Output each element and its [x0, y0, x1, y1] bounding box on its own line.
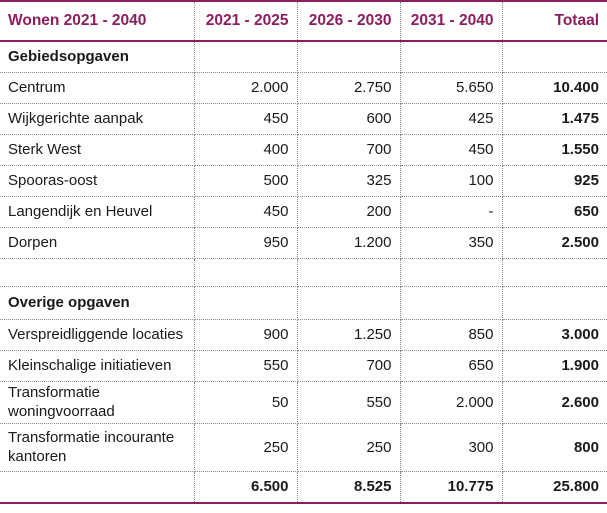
- row-label: Wijkgerichte aanpak: [0, 103, 195, 135]
- cell-total: 3.000: [502, 319, 607, 351]
- table-row: Verspreidliggende locaties 900 1.250 850…: [0, 319, 607, 351]
- cell-2031-2040: 5.650: [400, 72, 503, 104]
- cell-2021-2025: 250: [194, 423, 298, 472]
- cell-total: 925: [502, 165, 607, 197]
- cell-2031-2040: 850: [400, 319, 503, 351]
- row-label: Transformatie incourante kantoren: [0, 423, 195, 472]
- row-label: Centrum: [0, 72, 195, 104]
- cell-2031-2040: 300: [400, 423, 503, 472]
- cell-total: 800: [502, 423, 607, 472]
- row-label: Verspreidliggende locaties: [0, 319, 195, 351]
- row-label: Sterk West: [0, 134, 195, 166]
- cell-2021-2025: 900: [194, 319, 298, 351]
- table-row: Spooras-oost 500 325 100 925: [0, 165, 607, 197]
- cell-total: 1.900: [502, 350, 607, 382]
- table-row: Langendijk en Heuvel 450 200 - 650: [0, 196, 607, 228]
- section-title: Overige opgaven: [0, 286, 195, 320]
- total-2031-2040: 10.775: [400, 470, 503, 504]
- cell-2026-2030: 700: [297, 350, 401, 382]
- cell-2026-2030: 550: [297, 381, 401, 424]
- cell-total: 1.550: [502, 134, 607, 166]
- cell-2021-2025: 400: [194, 134, 298, 166]
- cell-2021-2025: 450: [194, 196, 298, 228]
- cell-2026-2030: 700: [297, 134, 401, 166]
- cell-2031-2040: 425: [400, 103, 503, 135]
- cell-total: 10.400: [502, 72, 607, 104]
- header-total: Totaal: [502, 0, 607, 42]
- totals-label: [0, 470, 195, 504]
- table-row: Wijkgerichte aanpak 450 600 425 1.475: [0, 103, 607, 135]
- cell-total: 2.500: [502, 227, 607, 259]
- row-label: Spooras-oost: [0, 165, 195, 197]
- table-row: Kleinschalige initiatieven 550 700 650 1…: [0, 350, 607, 382]
- cell-2021-2025: 550: [194, 350, 298, 382]
- cell-2021-2025: 50: [194, 381, 298, 424]
- spacer-row: [0, 258, 607, 287]
- row-label: Transformatie woningvoorraad: [0, 381, 195, 424]
- cell-2026-2030: 1.250: [297, 319, 401, 351]
- total-2026-2030: 8.525: [297, 470, 401, 504]
- section-row: Gebiedsopgaven: [0, 41, 607, 73]
- table-row: Centrum 2.000 2.750 5.650 10.400: [0, 72, 607, 104]
- cell-2026-2030: 325: [297, 165, 401, 197]
- table-row: Dorpen 950 1.200 350 2.500: [0, 227, 607, 259]
- row-label: Dorpen: [0, 227, 195, 259]
- cell-2026-2030: 600: [297, 103, 401, 135]
- total-2021-2025: 6.500: [194, 470, 298, 504]
- cell-2031-2040: 650: [400, 350, 503, 382]
- cell-total: 2.600: [502, 381, 607, 424]
- cell-2021-2025: 2.000: [194, 72, 298, 104]
- header-category: Wonen 2021 - 2040: [0, 0, 195, 42]
- header-period-2026-2030: 2026 - 2030: [297, 0, 401, 42]
- cell-total: 1.475: [502, 103, 607, 135]
- totals-row: 6.500 8.525 10.775 25.800: [0, 470, 607, 504]
- header-period-2021-2025: 2021 - 2025: [194, 0, 298, 42]
- table-row: Sterk West 400 700 450 1.550: [0, 134, 607, 166]
- cell-2031-2040: 450: [400, 134, 503, 166]
- cell-2031-2040: 2.000: [400, 381, 503, 424]
- cell-2021-2025: 950: [194, 227, 298, 259]
- header-period-2031-2040: 2031 - 2040: [400, 0, 503, 42]
- cell-2031-2040: -: [400, 196, 503, 228]
- cell-2031-2040: 350: [400, 227, 503, 259]
- section-title: Gebiedsopgaven: [0, 41, 195, 73]
- cell-2026-2030: 1.200: [297, 227, 401, 259]
- cell-2026-2030: 250: [297, 423, 401, 472]
- table-row: Transformatie woningvoorraad 50 550 2.00…: [0, 381, 607, 424]
- row-label: Langendijk en Heuvel: [0, 196, 195, 228]
- cell-2026-2030: 2.750: [297, 72, 401, 104]
- cell-total: 650: [502, 196, 607, 228]
- cell-2026-2030: 200: [297, 196, 401, 228]
- cell-2021-2025: 450: [194, 103, 298, 135]
- grand-total: 25.800: [502, 470, 607, 504]
- cell-2031-2040: 100: [400, 165, 503, 197]
- header-row: Wonen 2021 - 2040 2021 - 2025 2026 - 203…: [0, 0, 607, 42]
- table-row: Transformatie incourante kantoren 250 25…: [0, 423, 607, 472]
- cell-2021-2025: 500: [194, 165, 298, 197]
- section-row: Overige opgaven: [0, 286, 607, 320]
- row-label: Kleinschalige initiatieven: [0, 350, 195, 382]
